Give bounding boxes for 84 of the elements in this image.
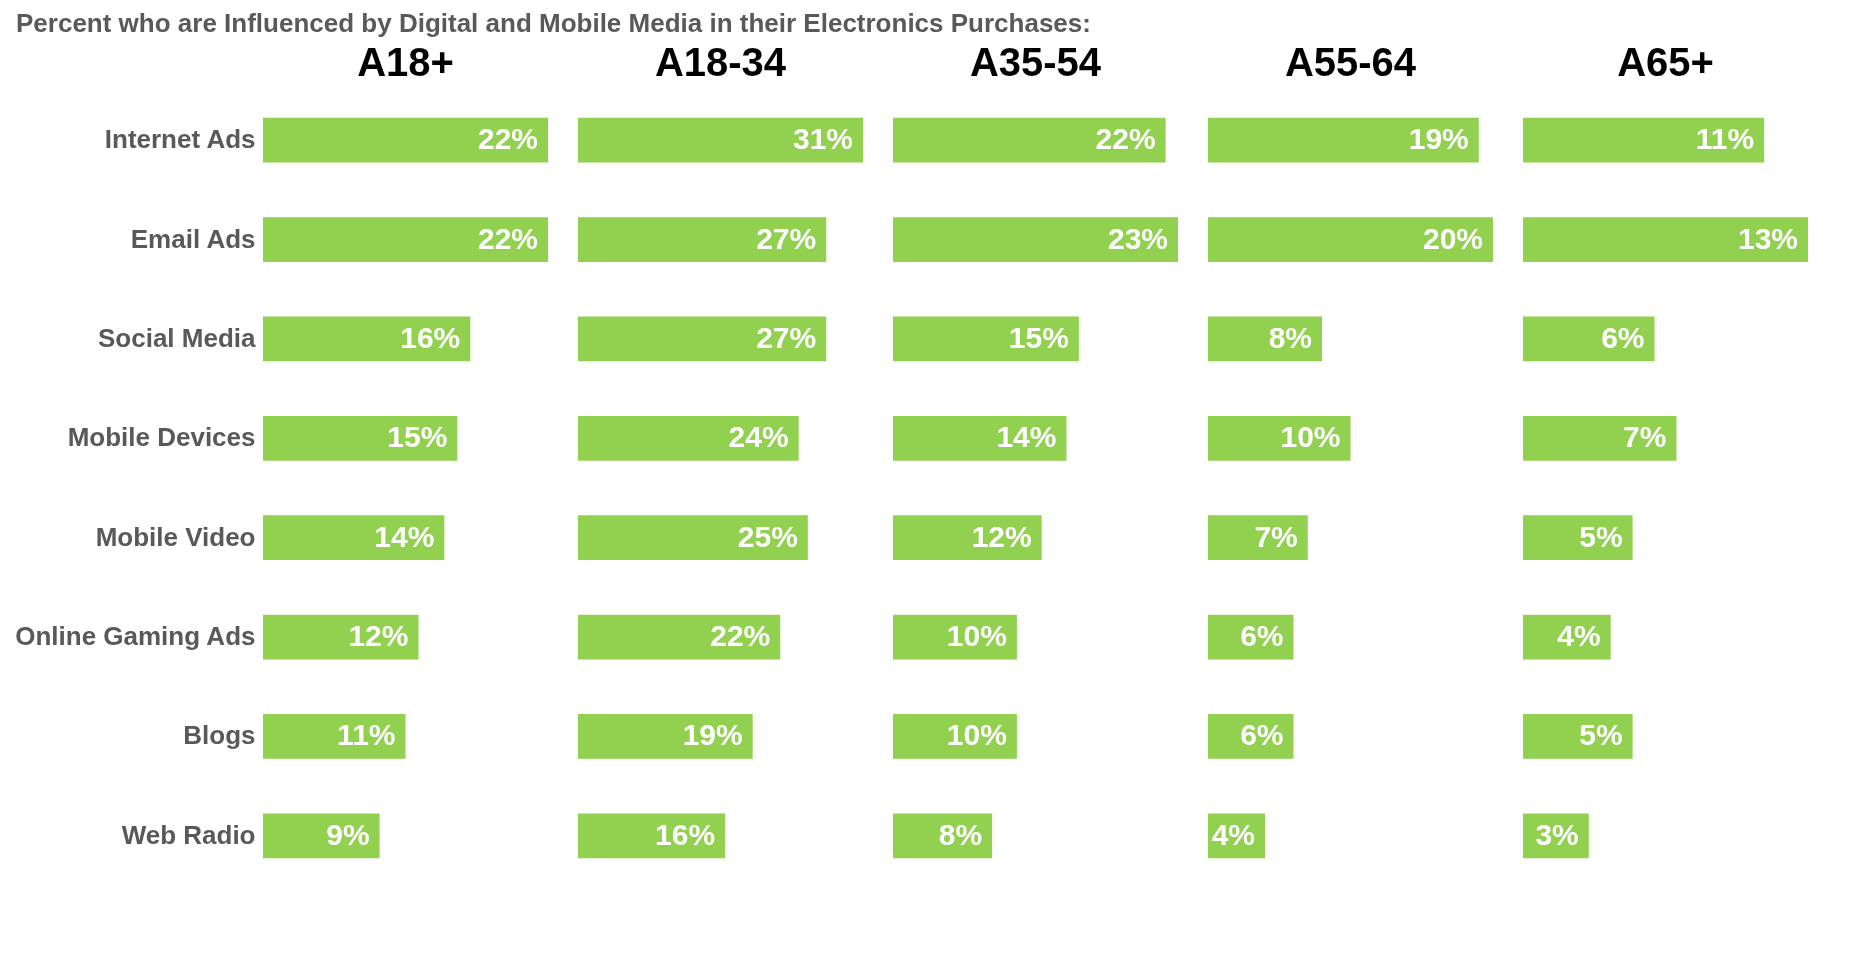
bar	[578, 117, 863, 163]
bar	[263, 217, 548, 262]
bar	[578, 316, 827, 362]
bar	[578, 614, 781, 660]
bar	[263, 316, 471, 362]
data-label: 11%	[337, 718, 396, 752]
data-label: 22%	[477, 221, 538, 255]
data-label: 24%	[728, 420, 789, 454]
data-label: 15%	[387, 420, 448, 454]
bar	[263, 117, 548, 163]
data-label: 13%	[1737, 221, 1798, 255]
bar	[1523, 714, 1633, 759]
data-label: 6%	[1240, 718, 1284, 752]
data-label: 11%	[1695, 122, 1755, 156]
data-label: 22%	[1095, 122, 1156, 156]
data-label: 8%	[938, 817, 983, 851]
bar	[578, 714, 753, 759]
bar	[893, 316, 1079, 362]
bar	[578, 813, 726, 859]
data-label: 16%	[655, 817, 716, 851]
data-label: 8%	[1268, 320, 1312, 354]
bar	[578, 515, 808, 561]
bar	[893, 217, 1178, 262]
data-label: 19%	[682, 718, 743, 752]
chart-title: A65+	[1617, 40, 1714, 84]
bar	[1523, 515, 1633, 561]
bar	[578, 217, 827, 262]
data-label: 27%	[756, 221, 817, 255]
data-label: 27%	[756, 320, 817, 354]
data-label: 4%	[1557, 619, 1601, 653]
chart-title: A18+	[357, 40, 454, 84]
data-label: 12%	[971, 519, 1032, 553]
data-label: 14%	[996, 420, 1057, 454]
y-tick-label: Email Ads	[130, 223, 256, 254]
data-label: 7%	[1623, 420, 1667, 454]
y-tick-label: Online Gaming Ads	[15, 621, 256, 652]
data-label: 16%	[400, 320, 461, 354]
bar	[263, 714, 406, 759]
data-label: 22%	[710, 619, 771, 653]
bar	[1523, 117, 1765, 163]
bar	[1523, 415, 1677, 461]
y-tick-label: Mobile Video	[95, 521, 256, 552]
bar	[893, 515, 1042, 561]
chart-title: A55-64	[1284, 40, 1417, 84]
data-label: 4%	[1211, 817, 1255, 851]
data-label: 6%	[1601, 320, 1645, 354]
data-label: 6%	[1240, 619, 1284, 653]
bar	[1523, 217, 1808, 262]
chart-title: A35-54	[969, 40, 1102, 84]
data-label: 23%	[1107, 221, 1168, 255]
bar	[1208, 117, 1479, 163]
bar	[1208, 415, 1351, 461]
bar	[263, 813, 380, 859]
bar	[263, 415, 458, 461]
data-label: 22%	[477, 122, 538, 156]
bar	[1208, 515, 1308, 561]
data-label: 7%	[1254, 519, 1298, 553]
chart-title: A18-34	[654, 40, 787, 84]
data-label: 25%	[737, 519, 798, 553]
y-tick-label: Blogs	[183, 720, 256, 751]
data-label: 10%	[946, 619, 1007, 653]
data-label: 14%	[374, 519, 435, 553]
bar	[1523, 316, 1655, 362]
bar	[263, 515, 445, 561]
data-label: 20%	[1422, 221, 1483, 255]
data-label: 19%	[1408, 122, 1469, 156]
bar	[893, 117, 1166, 163]
data-label: 10%	[946, 718, 1007, 752]
y-tick-label: Web Radio	[121, 819, 256, 850]
data-label: 12%	[348, 619, 409, 653]
y-tick-label: Mobile Devices	[67, 422, 256, 453]
bar	[1208, 217, 1493, 262]
bar	[893, 415, 1067, 461]
y-tick-label: Social Media	[98, 322, 257, 353]
data-label: 31%	[792, 122, 853, 156]
data-label: 10%	[1280, 420, 1341, 454]
data-label: 5%	[1579, 519, 1623, 553]
y-tick-label: Internet Ads	[104, 124, 256, 155]
bar	[578, 415, 799, 461]
data-label: 15%	[1008, 320, 1069, 354]
data-label: 5%	[1579, 718, 1623, 752]
data-label: 9%	[326, 817, 370, 851]
chart-subtitle: Percent who are Influenced by Digital and Mobile Media in their Electronics Purchases:	[16, 8, 1092, 39]
data-label: 3%	[1535, 817, 1579, 851]
